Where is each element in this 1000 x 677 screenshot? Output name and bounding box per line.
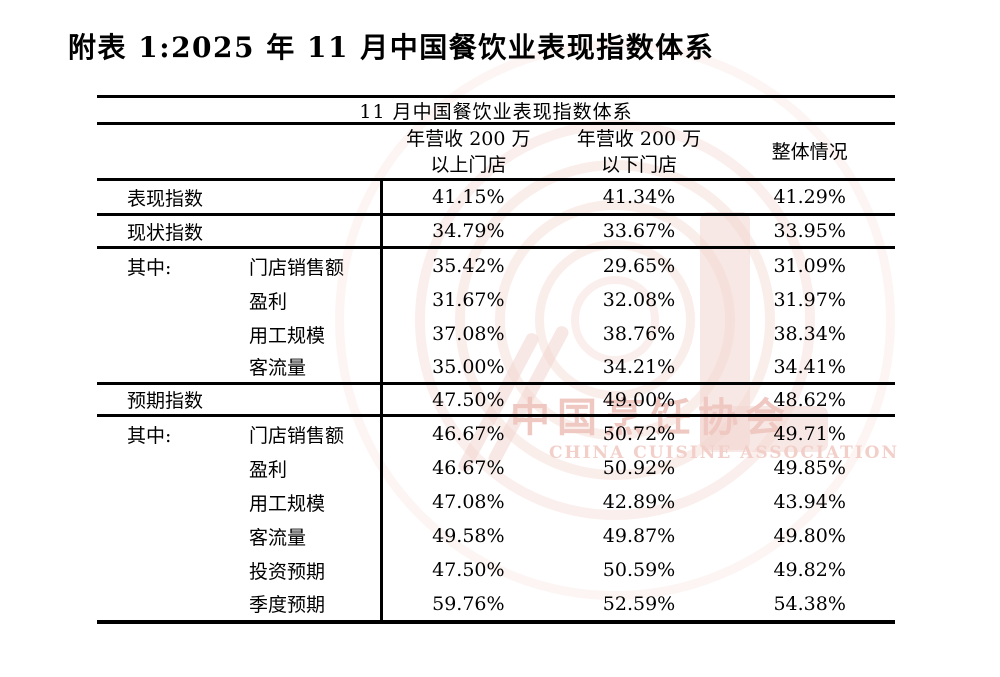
row-group-label: 其中: xyxy=(127,256,172,279)
row-group-label xyxy=(97,283,249,317)
value-above-2m: 31.67% xyxy=(380,283,554,317)
table-row: 表现指数 41.15% 41.34% 41.29% xyxy=(97,181,895,216)
value-overall: 49.85% xyxy=(773,457,846,479)
column-header-line: 年营收 200 万 xyxy=(576,127,702,150)
value-below-2m: 34.21% xyxy=(602,355,676,378)
row-group-label: 表现指数 xyxy=(127,187,204,210)
value-above-2m: 37.08% xyxy=(380,317,554,351)
row-sub-label xyxy=(249,216,380,246)
value-above-2m: 34.79% xyxy=(380,216,554,246)
table-row: 其中: 门店销售额 35.42% 29.65% 31.09% xyxy=(97,249,895,283)
page-title: 附表 1:2025 年 11 月中国餐饮业表现指数体系 xyxy=(68,31,715,64)
value-overall: 38.34% xyxy=(773,323,846,345)
value-below-2m: 52.59% xyxy=(602,592,676,615)
value-above-2m: 47.50% xyxy=(380,385,554,414)
value-above-2m: 47.08% xyxy=(380,485,554,519)
value-below-2m: 50.92% xyxy=(602,457,676,479)
row-sub-label: 盈利 xyxy=(249,290,288,313)
row-sub-label: 用工规模 xyxy=(249,492,326,515)
row-sub-label: 盈利 xyxy=(249,458,288,481)
value-overall: 49.80% xyxy=(773,525,846,547)
table-row: 投资预期 47.50% 50.59% 49.82% xyxy=(97,553,895,587)
row-group-label xyxy=(97,587,249,620)
table-row: 其中: 门店销售额 46.67% 50.72% 49.71% xyxy=(97,417,895,451)
value-below-2m: 29.65% xyxy=(602,255,676,277)
value-below-2m: 50.59% xyxy=(602,559,676,581)
value-above-2m: 59.76% xyxy=(380,587,554,620)
value-above-2m: 46.67% xyxy=(380,417,554,451)
table-row: 用工规模 37.08% 38.76% 38.34% xyxy=(97,317,895,351)
column-header-line: 以上门店 xyxy=(430,153,507,176)
row-group-label xyxy=(97,451,249,485)
row-group-label xyxy=(97,553,249,587)
value-overall: 41.29% xyxy=(773,186,846,208)
row-sub-label: 客流量 xyxy=(249,526,307,549)
row-group-label: 其中: xyxy=(127,424,172,447)
table-row: 客流量 35.00% 34.21% 34.41% xyxy=(97,351,895,385)
table-header-row: 年营收 200 万 以上门店 年营收 200 万 以下门店 整体情况 xyxy=(97,125,895,181)
value-below-2m: 49.87% xyxy=(602,525,676,547)
row-sub-label: 门店销售额 xyxy=(249,424,345,447)
value-overall: 33.95% xyxy=(773,220,846,242)
row-group-label xyxy=(97,351,249,382)
row-group-label: 现状指数 xyxy=(127,221,204,244)
value-above-2m: 47.50% xyxy=(380,553,554,587)
table-row: 季度预期 59.76% 52.59% 54.38% xyxy=(97,587,895,620)
row-sub-label: 门店销售额 xyxy=(249,256,345,279)
value-overall: 34.41% xyxy=(773,355,846,378)
table-row: 现状指数 34.79% 33.67% 33.95% xyxy=(97,216,895,249)
table-caption: 11 月中国餐饮业表现指数体系 xyxy=(97,98,895,125)
value-overall: 48.62% xyxy=(773,388,846,411)
value-below-2m: 50.72% xyxy=(602,423,676,445)
value-overall: 54.38% xyxy=(773,592,846,615)
value-overall: 49.82% xyxy=(773,559,846,581)
row-sub-label: 用工规模 xyxy=(249,324,326,347)
column-header-overall: 整体情况 xyxy=(724,125,895,178)
column-header-line: 整体情况 xyxy=(771,140,848,163)
table-row: 客流量 49.58% 49.87% 49.80% xyxy=(97,519,895,553)
performance-index-table: 11 月中国餐饮业表现指数体系 年营收 200 万 以上门店 年营收 200 万… xyxy=(97,95,895,624)
table-row: 盈利 31.67% 32.08% 31.97% xyxy=(97,283,895,317)
row-group-label xyxy=(97,317,249,351)
value-above-2m: 41.15% xyxy=(380,181,554,213)
column-header-line: 年营收 200 万 xyxy=(406,127,531,150)
row-group-label xyxy=(97,485,249,519)
table-row: 盈利 46.67% 50.92% 49.85% xyxy=(97,451,895,485)
value-below-2m: 49.00% xyxy=(602,388,676,411)
value-above-2m: 35.42% xyxy=(380,249,554,283)
value-below-2m: 42.89% xyxy=(602,491,676,513)
row-group-label xyxy=(97,519,249,553)
row-sub-label xyxy=(249,181,380,213)
column-header-above-2m: 年营收 200 万 以上门店 xyxy=(383,125,554,178)
row-sub-label: 季度预期 xyxy=(249,594,326,616)
column-header-line: 以下门店 xyxy=(601,153,678,176)
value-overall: 49.71% xyxy=(773,423,846,445)
value-above-2m: 46.67% xyxy=(380,451,554,485)
value-overall: 31.09% xyxy=(773,255,846,277)
row-sub-label: 客流量 xyxy=(249,357,307,379)
table-row: 用工规模 47.08% 42.89% 43.94% xyxy=(97,485,895,519)
value-above-2m: 49.58% xyxy=(380,519,554,553)
value-below-2m: 38.76% xyxy=(602,323,676,345)
row-group-label: 预期指数 xyxy=(127,390,204,412)
table-row: 预期指数 47.50% 49.00% 48.62% xyxy=(97,385,895,417)
value-overall: 43.94% xyxy=(773,491,846,513)
value-below-2m: 41.34% xyxy=(602,186,676,208)
value-below-2m: 32.08% xyxy=(602,289,676,311)
row-sub-label xyxy=(249,385,380,414)
column-header-below-2m: 年营收 200 万 以下门店 xyxy=(554,125,725,178)
value-above-2m: 35.00% xyxy=(380,351,554,382)
value-below-2m: 33.67% xyxy=(602,220,676,242)
header-spacer xyxy=(97,125,383,178)
row-sub-label: 投资预期 xyxy=(249,560,326,583)
value-overall: 31.97% xyxy=(773,289,846,311)
